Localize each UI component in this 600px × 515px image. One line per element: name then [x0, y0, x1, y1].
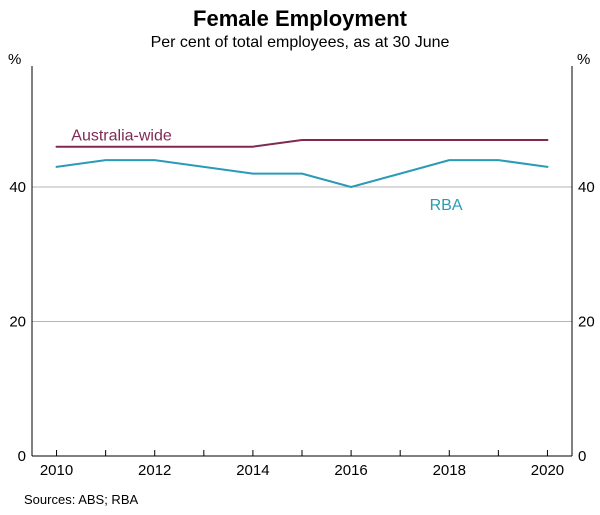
x-tick-label: 2012 [138, 462, 171, 479]
unit-label-right: % [577, 54, 590, 68]
unit-label-left: % [8, 54, 21, 68]
x-tick-label: 2010 [40, 462, 73, 479]
x-tick-label: 2014 [236, 462, 269, 479]
chart-subtitle: Per cent of total employees, as at 30 Ju… [150, 34, 450, 51]
series-line-rba [55, 159, 549, 188]
y-tick-label-left: 40 [9, 179, 26, 196]
x-tick-label: 2016 [334, 462, 367, 479]
y-tick-label-left: 0 [18, 448, 26, 465]
chart-title: Female Employment [193, 6, 407, 31]
source-note: Sources: ABS; RBA [24, 492, 139, 507]
y-tick-label-right: 40 [578, 179, 595, 196]
x-tick-label: 2020 [531, 462, 564, 479]
series-label-rba: RBA [430, 197, 463, 214]
series-label-australia-wide: Australia-wide [71, 128, 172, 145]
series-line-australia-wide [55, 139, 549, 148]
y-tick-label-left: 20 [9, 314, 26, 331]
y-tick-label-right: 20 [578, 314, 595, 331]
x-tick-label: 2018 [433, 462, 466, 479]
y-tick-label-right: 0 [578, 448, 586, 465]
